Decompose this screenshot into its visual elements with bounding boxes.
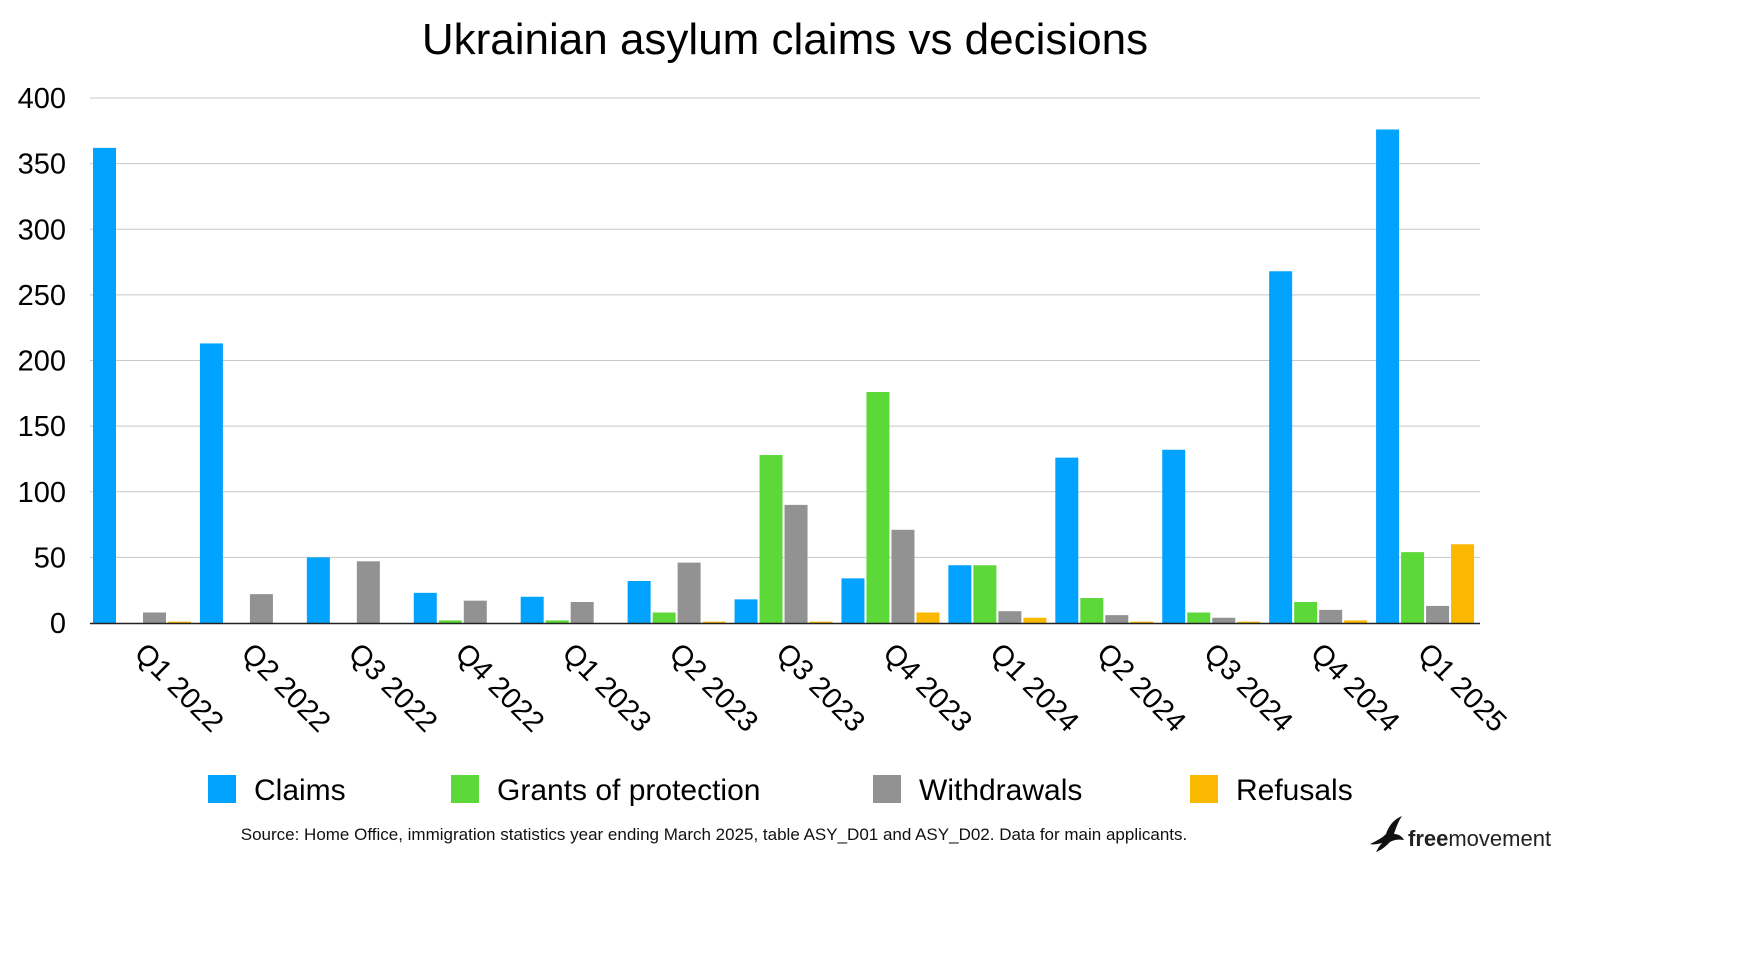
bar-refusals-7 <box>916 612 940 623</box>
bar-refusals-8 <box>1023 617 1047 623</box>
y-tick-label: 100 <box>18 477 66 509</box>
legend-label: Refusals <box>1236 774 1353 807</box>
x-tick-label: Q1 2023 <box>556 637 657 738</box>
y-tick-label: 350 <box>18 149 66 181</box>
y-tick-label: 50 <box>34 542 66 574</box>
brand-name-regular: movement <box>1448 826 1552 851</box>
y-tick-label: 200 <box>18 346 66 378</box>
bar-claims-2 <box>306 557 330 623</box>
bar-refusals-11 <box>1344 620 1368 623</box>
chart-title: Ukrainian asylum claims vs decisions <box>422 15 1148 64</box>
x-tick-label: Q1 2025 <box>1411 637 1512 738</box>
x-tick-label: Q3 2024 <box>1197 637 1298 738</box>
bar-claims-8 <box>948 565 972 623</box>
bar-grants-of-protection-3 <box>438 620 462 623</box>
bar-refusals-5 <box>702 621 726 623</box>
y-tick-label: 0 <box>50 608 66 640</box>
bar-grants-of-protection-5 <box>652 612 676 623</box>
x-tick-label: Q1 2024 <box>983 637 1084 738</box>
x-tick-label: Q4 2024 <box>1304 637 1405 738</box>
bar-withdrawals-5 <box>677 562 701 623</box>
y-tick-label: 300 <box>18 214 66 246</box>
legend-label: Grants of protection <box>497 774 760 807</box>
bar-withdrawals-1 <box>249 594 273 623</box>
bar-claims-9 <box>1055 457 1079 623</box>
bar-grants-of-protection-9 <box>1080 598 1104 623</box>
bar-withdrawals-3 <box>463 600 487 623</box>
bar-withdrawals-11 <box>1319 609 1343 623</box>
bar-refusals-10 <box>1237 621 1261 623</box>
bar-withdrawals-2 <box>356 561 380 623</box>
x-tick-label: Q2 2022 <box>235 637 336 738</box>
bar-grants-of-protection-4 <box>545 620 569 623</box>
bar-claims-11 <box>1269 271 1293 623</box>
bar-refusals-12 <box>1451 544 1475 623</box>
y-tick-label: 150 <box>18 411 66 443</box>
bar-withdrawals-12 <box>1426 605 1450 623</box>
bar-grants-of-protection-7 <box>866 392 890 623</box>
bar-grants-of-protection-11 <box>1294 602 1318 623</box>
bar-claims-12 <box>1376 129 1400 623</box>
bar-withdrawals-0 <box>143 612 166 623</box>
bar-grants-of-protection-12 <box>1401 552 1425 623</box>
bar-grants-of-protection-10 <box>1187 612 1211 623</box>
x-tick-label: Q4 2023 <box>877 637 978 738</box>
brand-logo: freemovement <box>1368 814 1560 858</box>
bar-claims-3 <box>413 592 437 623</box>
legend-swatch-refusals <box>1190 775 1218 803</box>
legend-swatch-claims <box>208 775 236 803</box>
x-tick-label: Q3 2022 <box>342 637 443 738</box>
bar-claims-5 <box>627 581 651 623</box>
bird-icon <box>1370 816 1404 852</box>
y-axis-tick-labels: 0 50 100 150 200 250 300 350 400 <box>18 83 66 640</box>
legend-label: Claims <box>254 774 346 807</box>
source-note: Source: Home Office, immigration statist… <box>241 825 1188 844</box>
bar-claims-0 <box>93 147 116 623</box>
bar-withdrawals-6 <box>784 504 808 623</box>
legend: Claims Grants of protection Withdrawals Ref… <box>208 774 1353 807</box>
x-tick-label: Q2 2023 <box>663 637 764 738</box>
legend-swatch-withdrawals <box>873 775 901 803</box>
x-tick-label: Q1 2022 <box>128 637 229 738</box>
bar-refusals-6 <box>809 621 833 623</box>
bar-claims-4 <box>520 596 544 623</box>
bar-withdrawals-8 <box>998 611 1022 623</box>
legend-label: Withdrawals <box>919 774 1082 807</box>
brand-name-bold: free <box>1408 826 1449 851</box>
x-tick-label: Q2 2024 <box>1090 637 1191 738</box>
bar-grants-of-protection-8 <box>973 565 997 623</box>
x-tick-label: Q4 2022 <box>449 637 550 738</box>
brand-name: freemovement <box>1408 826 1551 852</box>
bar-withdrawals-10 <box>1212 617 1236 623</box>
bars <box>93 129 1475 623</box>
bar-refusals-0 <box>168 621 191 623</box>
bar-claims-1 <box>199 343 223 623</box>
x-tick-label: Q3 2023 <box>770 637 871 738</box>
bar-withdrawals-4 <box>570 602 594 623</box>
bar-refusals-9 <box>1130 621 1154 623</box>
bar-claims-7 <box>841 578 865 623</box>
bar-withdrawals-9 <box>1105 615 1129 623</box>
bar-grants-of-protection-6 <box>759 455 783 623</box>
bar-withdrawals-7 <box>891 529 915 623</box>
bar-claims-10 <box>1162 449 1186 623</box>
x-axis-tick-labels: Q1 2022 Q2 2022 Q3 2022 Q4 2022 Q1 2023 Q2 20… <box>128 637 1512 738</box>
y-tick-label: 400 <box>18 83 66 115</box>
legend-swatch-grants-of-protection <box>451 775 479 803</box>
bar-claims-6 <box>734 599 758 623</box>
y-tick-label: 250 <box>18 280 66 312</box>
